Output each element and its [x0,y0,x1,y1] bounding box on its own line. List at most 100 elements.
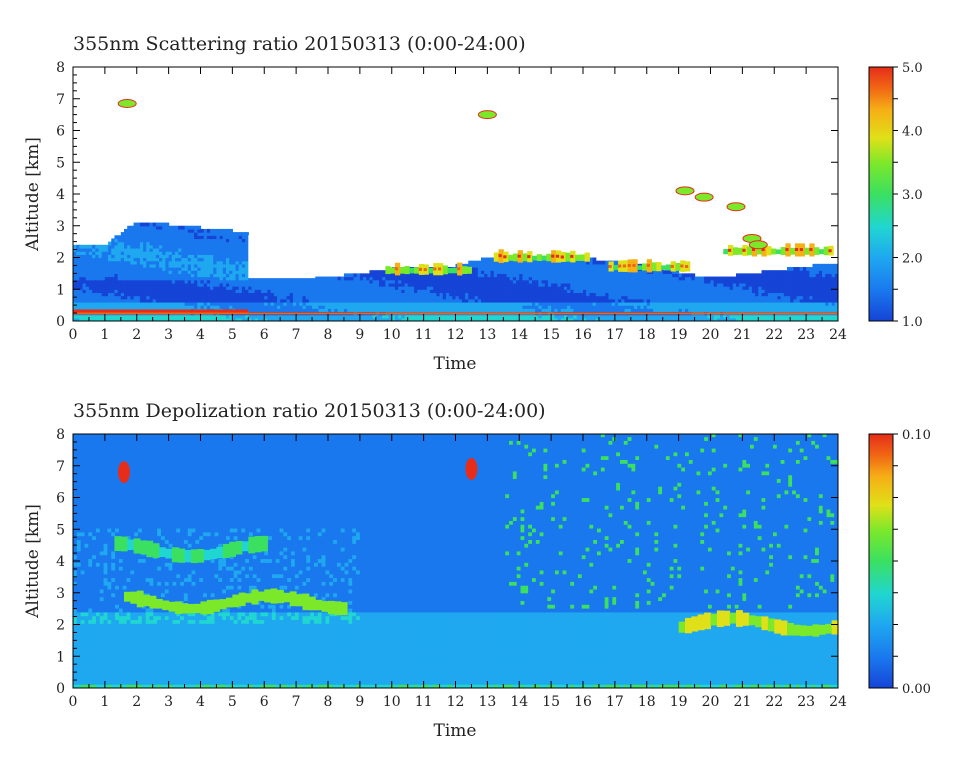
heatmap-cell [197,289,202,294]
heatmap-cell [117,270,122,274]
heatmap-cell [512,286,517,290]
heatmap-cell [547,298,552,303]
heatmap-cell [576,308,581,313]
heatmap-cell [171,267,176,271]
heatmap-cell [92,267,96,271]
heatmap-cell [716,301,721,306]
heatmap-cell [458,317,463,321]
heatmap-cell [146,273,151,278]
heatmap-cell [190,314,195,319]
heatmap-cell [245,232,249,236]
heatmap-cell [793,295,798,300]
heatmap-cell [500,267,504,271]
heatmap-cell [452,276,457,281]
aerosol-layer [461,266,468,275]
heatmap-cell [181,260,186,265]
heatmap-cell [175,247,179,252]
heatmap-cell [340,314,345,319]
heatmap-cell [557,305,562,309]
heatmap-cell [445,314,450,319]
heatmap-cell [586,263,590,268]
heatmap-cell [168,251,173,255]
heatmap-cell [226,263,230,268]
heatmap-cell [662,270,667,274]
heatmap-cell [659,308,664,313]
heatmap-cell [139,298,144,303]
heatmap-cell [611,308,616,313]
heatmap-cell [324,282,329,287]
heatmap-cell [210,263,214,268]
heatmap-cell [88,317,93,321]
heatmap-cell [184,289,189,294]
heatmap-cell [328,314,332,319]
heatmap-cell [222,317,227,321]
heatmap-cell [630,317,635,321]
heatmap-cell [200,273,205,278]
heatmap-cell [139,286,144,290]
heatmap-cell [831,267,836,271]
heatmap-cell [353,273,358,278]
heatmap-cell [503,267,508,271]
heatmap-cell [404,314,409,319]
heatmap-cell [825,263,830,268]
heatmap-cell [139,235,144,240]
cloud-patch [726,202,746,212]
heatmap-cell [292,317,297,321]
heatmap-cell [181,267,186,271]
heatmap-cell [567,270,571,274]
heatmap-cell [742,305,747,309]
heatmap-cell [471,308,476,313]
heatmap-cell [688,273,692,278]
heatmap-cell [528,273,533,278]
heatmap-cell [767,308,772,313]
heatmap-cell [79,244,84,249]
heatmap-cell [95,257,100,262]
heatmap-cell [76,301,80,306]
heatmap-cell [229,279,233,284]
heatmap-cell [353,314,358,319]
heatmap-cell [493,267,498,271]
heatmap-cell [213,267,218,271]
heatmap-cell [375,273,380,278]
heatmap-cell [206,273,211,278]
heatmap-cell [73,282,77,287]
heatmap-cell [398,292,402,297]
heatmap-cell [503,279,508,284]
aerosol-layer [771,248,777,255]
heatmap-cell [235,301,240,306]
heatmap-cell [120,254,125,259]
heatmap-cell [656,282,661,287]
heatmap-cell [175,232,179,236]
heatmap-cell [751,286,756,290]
heatmap-cell [111,247,116,252]
heatmap-cell [324,298,329,303]
heatmap-cell [248,276,253,281]
heatmap-cell [528,295,533,300]
heatmap-cell [512,270,517,274]
heatmap-cell [181,263,186,268]
heatmap-cell [95,289,100,294]
heatmap-cell [251,282,256,287]
heatmap-cell [455,314,460,319]
x-tick-label: 10 [383,327,401,343]
heatmap-cell [226,301,230,306]
heatmap-cell [468,286,473,290]
aerosol-layer [747,246,753,256]
heatmap-cell [720,314,724,319]
heatmap-cell [194,270,198,274]
heatmap-cell [589,292,594,297]
heatmap-cell [414,289,418,294]
heatmap-cell [241,235,246,240]
heatmap-cell [277,301,281,306]
heatmap-cell [187,279,192,284]
heatmap-cell [461,308,466,313]
heatmap-cell [394,279,399,284]
heatmap-cell [232,232,237,236]
heatmap-cell [414,295,418,300]
colorbar-label: 1.0 [902,315,923,330]
heatmap-cell [283,301,288,306]
heatmap-cell [165,232,170,236]
aerosol-core [394,267,399,271]
heatmap-cell [216,247,221,252]
